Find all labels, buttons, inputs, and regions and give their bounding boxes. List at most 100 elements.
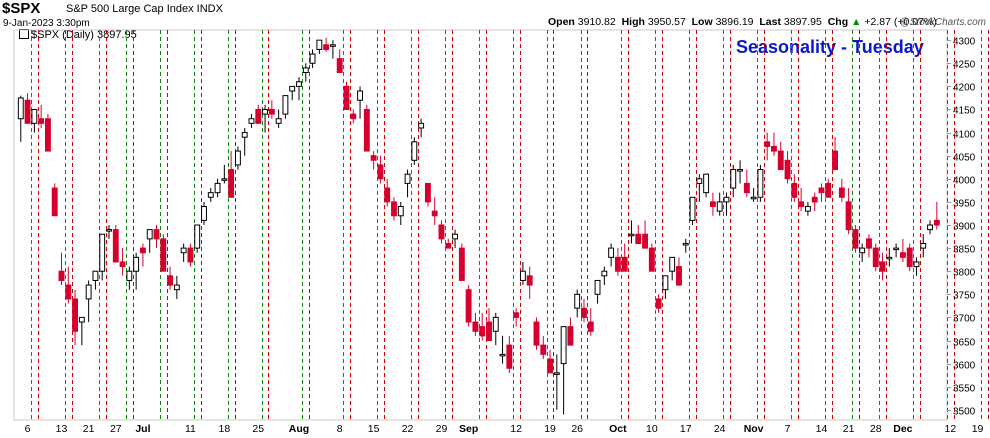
candle-body: [38, 118, 45, 124]
candle-body: [635, 233, 642, 244]
candle-body: [207, 192, 214, 198]
candle-body: [933, 219, 940, 226]
candle-body: [581, 307, 587, 318]
y-tick-label: 4000: [953, 176, 976, 187]
candle-body: [872, 247, 879, 268]
candle-body: [31, 108, 38, 124]
candle-body: [479, 326, 486, 337]
candle-body: [689, 196, 696, 221]
candle-body: [65, 284, 72, 300]
x-tick-label: Aug: [289, 423, 309, 435]
x-tick-label: Sep: [459, 423, 478, 435]
x-tick-label: 11: [185, 423, 196, 435]
candle-body: [343, 85, 350, 110]
x-tick-label: 26: [571, 423, 583, 435]
candle-body: [350, 113, 357, 120]
candle-body: [832, 150, 838, 171]
y-tick-label: 4250: [953, 60, 976, 71]
y-tick-label: 4300: [953, 37, 976, 48]
x-tick-label: 7: [785, 423, 791, 435]
candle-body: [255, 108, 262, 124]
x-tick-label: 21: [843, 423, 855, 435]
quote-date: 9-Jan-2023 3:30pm: [3, 18, 90, 29]
candle-body: [791, 182, 798, 198]
y-tick-label: 3750: [953, 291, 976, 302]
candle-body: [72, 298, 79, 332]
candle-body: [391, 201, 397, 217]
candle-body: [492, 316, 499, 332]
x-tick-label: 18: [219, 423, 231, 435]
candle-body: [567, 326, 574, 346]
y-tick-label: 3700: [953, 314, 976, 325]
candle-body: [384, 187, 391, 203]
candle-body: [642, 233, 648, 249]
candle-body: [601, 270, 608, 277]
x-tick-label: 28: [870, 423, 882, 435]
open-label: Open: [548, 16, 575, 28]
x-tick-label: Jul: [135, 423, 150, 435]
candle-body: [526, 275, 533, 286]
candle-body: [818, 187, 825, 194]
candle-body: [431, 210, 438, 217]
candle-body: [709, 201, 716, 208]
candle-body: [553, 372, 560, 375]
y-tick-label: 3800: [953, 268, 976, 279]
y-tick-label: 4150: [953, 106, 976, 117]
candle-body: [486, 321, 492, 342]
candle-body: [913, 261, 920, 268]
candle-body: [153, 229, 160, 240]
candle-body: [289, 85, 296, 92]
candle-body: [614, 256, 621, 272]
candle-body: [268, 108, 275, 115]
candle-body: [173, 284, 180, 291]
candle-body: [309, 53, 316, 64]
candle-body: [648, 247, 655, 272]
y-tick-label: 4100: [953, 130, 976, 141]
candle-body: [234, 150, 241, 166]
candle-body: [696, 178, 703, 184]
candle-body: [655, 298, 662, 309]
candle-body: [112, 229, 119, 263]
candle-body: [58, 270, 65, 281]
candle-body: [221, 178, 228, 181]
candle-body: [106, 229, 112, 232]
candle-body: [757, 169, 764, 198]
x-tick-label: 14: [816, 423, 828, 435]
candle-body: [608, 247, 615, 258]
x-tick-label: 22: [402, 423, 414, 435]
x-tick-label: 29: [436, 423, 448, 435]
candle-body: [397, 206, 404, 217]
candle-body: [248, 118, 255, 124]
candle-body: [404, 173, 411, 184]
candle-body: [737, 169, 743, 172]
candle-body: [126, 270, 133, 281]
candle-body: [17, 97, 24, 120]
x-tick-label: 6: [25, 423, 31, 435]
candle-body: [296, 81, 302, 87]
candle-body: [716, 201, 723, 212]
candle-body: [703, 173, 710, 194]
y-tick-label: 3500: [953, 407, 976, 418]
x-tick-label: 8: [337, 423, 343, 435]
security-name: S&P 500 Large Cap Index INDX: [66, 3, 223, 15]
plot-frame: [13, 29, 948, 421]
candle-body: [139, 247, 146, 254]
candle-body: [302, 67, 309, 74]
candle-body: [160, 238, 167, 272]
candle-body: [85, 284, 92, 300]
candle-body: [676, 266, 682, 286]
candle-body: [363, 108, 370, 152]
candle-body: [214, 182, 221, 194]
candle-body: [438, 224, 445, 240]
candle-body: [723, 196, 730, 203]
candle-body: [594, 279, 601, 295]
candle-body: [743, 182, 750, 194]
candle-body: [825, 182, 832, 198]
symbol: $SPX: [2, 0, 41, 17]
candle-body: [519, 270, 526, 281]
candle-body: [920, 242, 927, 249]
candle-body: [798, 201, 805, 208]
open-value: 3910.82: [577, 16, 616, 28]
candle-body: [445, 242, 452, 249]
